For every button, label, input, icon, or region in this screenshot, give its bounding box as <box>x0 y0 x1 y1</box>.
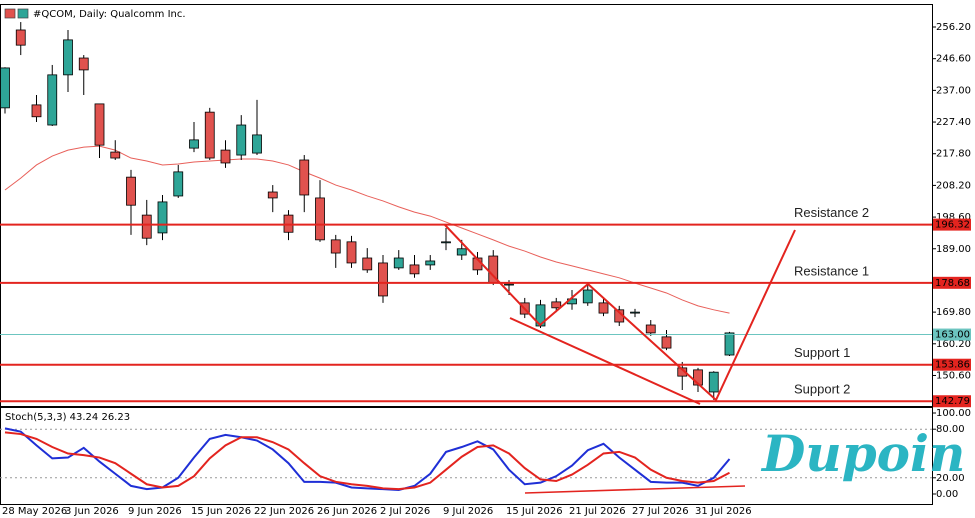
x-tick-label: 9 Jun 2026 <box>128 506 182 517</box>
candle-body <box>724 332 735 356</box>
candle-body <box>551 301 562 309</box>
y-tick-label: 208.20 <box>936 180 971 191</box>
candle-body <box>645 324 656 334</box>
level-box <box>933 276 971 289</box>
moving-average <box>4 145 730 314</box>
y-tick-label: 150.60 <box>936 370 971 381</box>
candle-body <box>47 74 58 126</box>
candle-body <box>189 139 199 149</box>
level-name: Resistance 2 <box>794 205 869 220</box>
y-tick-label: 198.60 <box>936 212 971 223</box>
candle-body <box>315 197 325 241</box>
y-tick-label: 237.00 <box>936 85 971 96</box>
level-value-label: 142.79 <box>935 396 970 407</box>
candle-body <box>267 191 278 199</box>
stoch-line <box>4 427 731 491</box>
x-tick-label: 22 Jun 2026 <box>254 506 314 517</box>
x-tick-label: 28 May 2026 <box>2 506 67 517</box>
candle-body <box>456 248 467 256</box>
logo: Dupoin <box>760 424 965 483</box>
x-tick-label: 27 Jul 2026 <box>632 506 689 517</box>
candle-body <box>173 171 184 197</box>
y-tick-label: 217.80 <box>936 149 971 160</box>
x-tick-label: 21 Jul 2026 <box>569 506 626 517</box>
candle-body <box>425 260 436 266</box>
candle-body <box>157 201 168 234</box>
x-tick-label: 15 Jul 2026 <box>506 506 563 517</box>
level-value-label: 163.00 <box>935 330 970 341</box>
y-tick-label: 246.60 <box>936 54 971 65</box>
level-box <box>933 218 971 231</box>
candle-body <box>378 262 388 297</box>
candle-body <box>708 371 719 393</box>
level-box <box>933 328 971 341</box>
y-tick-label: 100.00 <box>936 408 971 419</box>
candle-body <box>204 111 215 159</box>
candle-body <box>31 104 42 118</box>
candle-body <box>63 39 73 76</box>
main-frame <box>0 4 933 407</box>
y-tick-label: 189.00 <box>936 244 971 255</box>
candle-body <box>630 311 640 314</box>
candle-body <box>409 264 420 275</box>
candle-body <box>504 283 514 286</box>
x-tick-label: 9 Jul 2026 <box>443 506 493 517</box>
x-tick-label: 31 Jul 2026 <box>695 506 752 517</box>
candle-body <box>598 302 609 314</box>
candle-body <box>0 67 10 109</box>
candle-body <box>94 103 105 146</box>
candle-body <box>126 176 136 206</box>
level-name: Support 1 <box>794 345 850 360</box>
level-value-label: 153.86 <box>935 360 970 371</box>
candle-body <box>15 29 26 46</box>
candle-body <box>220 149 231 164</box>
candle-body <box>693 369 703 386</box>
candle-body <box>299 159 310 196</box>
y-tick-label: 169.80 <box>936 307 971 318</box>
candle-body <box>236 124 247 156</box>
candle-body <box>582 289 593 304</box>
x-tick-label: 2 Jul 2026 <box>380 506 430 517</box>
candle-body <box>330 239 341 254</box>
candle-body <box>661 336 672 349</box>
level-box <box>933 395 971 408</box>
x-tick-label: 26 Jun 2026 <box>317 506 377 517</box>
level-value-label: 178.68 <box>935 278 970 289</box>
stoch-line <box>4 431 730 491</box>
y-tick-label: 160.20 <box>936 339 971 350</box>
candle-body <box>110 151 121 159</box>
candle-body <box>252 134 262 154</box>
x-tick-label: 15 Jun 2026 <box>191 506 251 517</box>
candle-body <box>78 57 89 71</box>
candle-body <box>441 241 451 244</box>
candle-body <box>346 241 357 264</box>
level-value-label: 196.32 <box>935 220 970 231</box>
stoch-frame <box>0 407 933 505</box>
y-tick-label: 80.00 <box>936 424 965 435</box>
y-tick-label: 256.20 <box>936 22 971 33</box>
stoch-title: Stoch(5,3,3) 43.24 26.23 <box>5 412 130 423</box>
candle-body <box>393 257 404 269</box>
candle-body <box>535 304 546 327</box>
candle-body <box>362 257 373 271</box>
y-tick-label: 20.00 <box>936 473 965 484</box>
marks: 256.20 246.60 237.00 227.40 217.80 208.20 198.… <box>0 22 971 517</box>
level-box <box>933 358 971 371</box>
x-tick-label: 3 Jun 2026 <box>65 506 119 517</box>
level-name: Support 2 <box>794 382 850 397</box>
level-name: Resistance 1 <box>794 263 869 278</box>
chart-title: #QCOM, Daily: Qualcomm Inc. <box>33 9 186 20</box>
candle-body <box>677 367 688 377</box>
trend-lines <box>444 224 796 494</box>
title-icons <box>4 8 29 19</box>
candle-body <box>141 214 152 239</box>
y-tick-label: 227.40 <box>936 117 971 128</box>
y-tick-label: 0.00 <box>936 489 958 500</box>
